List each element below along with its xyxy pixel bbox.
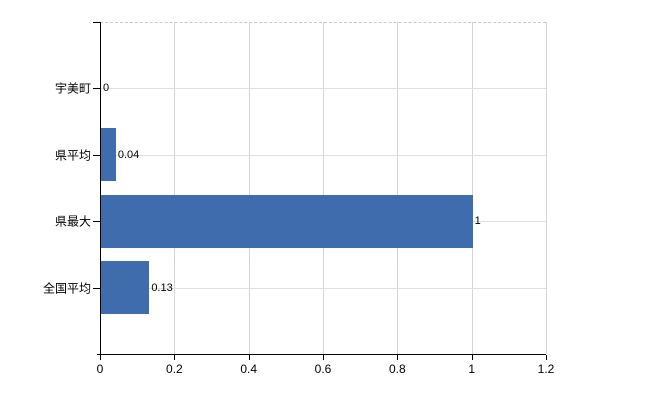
x-tick-label: 0.6 — [314, 362, 332, 376]
x-axis-line — [97, 354, 546, 355]
bar — [101, 194, 473, 248]
x-tick-label: 0.2 — [165, 362, 183, 376]
x-axis-tick — [174, 355, 176, 360]
category-label: 県最大 — [54, 214, 91, 229]
x-tick-label: 0 — [96, 362, 104, 376]
vertical-gridline — [248, 22, 250, 354]
category-label: 宇美町 — [54, 81, 91, 96]
value-label: 0.13 — [151, 281, 173, 294]
category-label: 全国平均 — [42, 281, 91, 296]
y-axis-tick — [93, 287, 100, 289]
value-label: 1 — [474, 215, 481, 228]
value-label: 0.04 — [117, 148, 140, 161]
x-axis-tick — [546, 355, 547, 360]
horizontal-gridline — [100, 287, 546, 289]
vertical-gridline — [397, 22, 399, 354]
vertical-gridline — [174, 22, 176, 354]
x-axis-tick — [248, 355, 250, 360]
y-axis-tick — [93, 221, 100, 223]
y-axis-tick — [93, 88, 100, 90]
y-axis-tick — [93, 154, 100, 156]
y-axis-line — [100, 22, 101, 355]
x-tick-label: 0.8 — [388, 362, 406, 376]
y-axis-end-tick — [93, 22, 100, 23]
x-axis-tick — [323, 355, 324, 360]
bar — [101, 261, 150, 315]
vertical-gridline — [471, 22, 473, 354]
vertical-gridline — [546, 22, 547, 354]
x-tick-label: 1 — [468, 362, 475, 376]
value-label: 0 — [103, 82, 110, 95]
x-tick-label: 1.2 — [537, 362, 555, 376]
x-axis-tick — [471, 355, 473, 360]
category-label: 県平均 — [54, 148, 91, 163]
x-axis-tick — [100, 355, 101, 360]
bar — [101, 128, 116, 182]
horizontal-gridline — [100, 154, 546, 156]
x-tick-label: 0.4 — [240, 362, 257, 376]
vertical-gridline — [323, 22, 324, 354]
x-axis-tick — [397, 355, 399, 360]
horizontal-gridline — [100, 88, 546, 90]
